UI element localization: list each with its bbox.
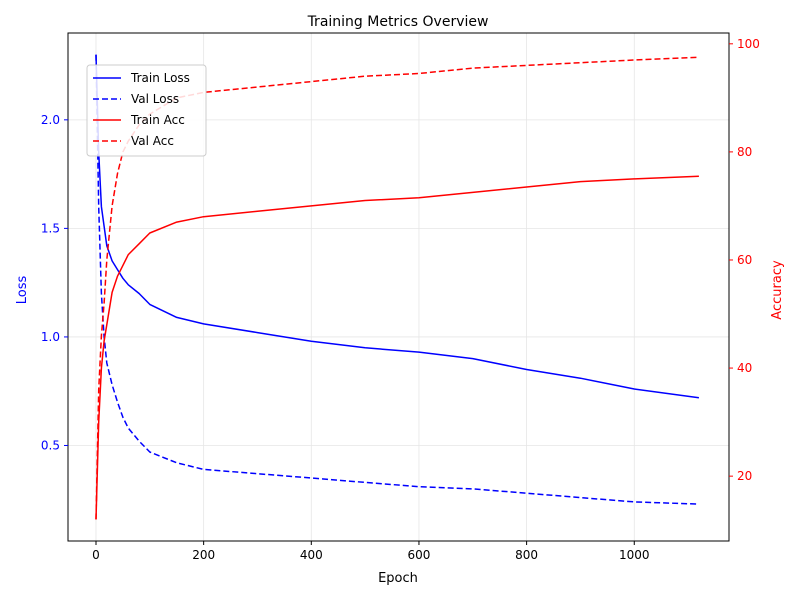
series-line-train-loss — [95, 54, 700, 399]
plot-frame — [67, 32, 730, 542]
series-layer — [95, 54, 700, 520]
right-tick-label: 60 — [737, 253, 752, 267]
series-line-val-acc — [95, 56, 699, 520]
x-tick-label: 800 — [515, 548, 538, 562]
right-axis-title: Accuracy — [770, 260, 785, 320]
right-tick-label: 80 — [737, 145, 752, 159]
x-axis-title: Epoch — [378, 571, 418, 586]
grid-layer — [68, 33, 729, 541]
left-tick-label: 2.0 — [41, 113, 60, 127]
x-tick-label: 200 — [192, 548, 215, 562]
right-tick-label: 20 — [737, 469, 752, 483]
right-tick-label: 100 — [737, 37, 760, 51]
left-tick-label: 1.5 — [41, 221, 60, 235]
x-tick-label: 1000 — [619, 548, 650, 562]
x-tick-label: 0 — [92, 548, 100, 562]
legend-label: Val Loss — [131, 92, 179, 106]
chart-title: Training Metrics Overview — [307, 14, 489, 30]
right-axis-ticks: 20 40 60 80 100 — [729, 37, 760, 483]
series-line-train-acc — [95, 175, 699, 520]
left-axis-ticks: 0.5 1.0 1.5 2.0 — [41, 113, 68, 452]
legend: Train Loss Val Loss Train Acc Val Acc — [86, 64, 207, 157]
left-tick-label: 1.0 — [41, 330, 60, 344]
legend-box — [86, 64, 207, 157]
legend-label: Train Loss — [130, 71, 190, 85]
legend-label: Train Acc — [130, 113, 185, 127]
left-axis-title: Loss — [15, 276, 30, 305]
left-tick-label: 0.5 — [41, 438, 60, 452]
x-axis-ticks: 0 200 400 600 800 1000 — [92, 541, 650, 562]
x-tick-label: 400 — [300, 548, 323, 562]
legend-label: Val Acc — [131, 134, 174, 148]
x-tick-label: 600 — [408, 548, 431, 562]
series-line-val-loss — [95, 54, 699, 505]
right-tick-label: 40 — [737, 361, 752, 375]
